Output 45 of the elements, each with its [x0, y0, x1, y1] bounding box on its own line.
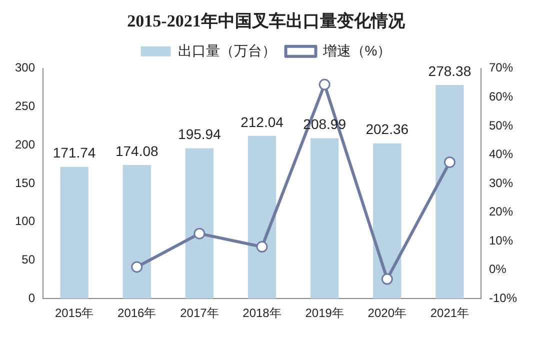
y2-tick-label: 20%: [488, 204, 514, 219]
bar: [60, 166, 88, 299]
bar: [436, 84, 464, 299]
point: [256, 241, 268, 253]
y2-tick-label: 50%: [488, 118, 514, 132]
y-tick-label: 200: [14, 137, 36, 152]
legend-label: 出口量（万台）: [178, 42, 276, 58]
chart-title: 2015-2021年中国叉车出口量变化情况: [127, 12, 406, 31]
y2-tick-label: 40%: [488, 147, 514, 162]
x-tick-label: 2021年: [430, 306, 470, 320]
x-tick-label: 2015年: [54, 306, 94, 320]
bar: [122, 165, 151, 299]
data-label: 278.38: [428, 62, 472, 79]
point: [381, 273, 393, 285]
data-label: 212.04: [240, 114, 284, 130]
data-label: 202.36: [366, 121, 409, 138]
y2-tick-label: 70%: [488, 60, 514, 75]
data-label: 174.08: [115, 142, 158, 159]
y-tick-label: 300: [14, 60, 36, 75]
y2-tick-label: 10%: [488, 233, 514, 248]
x-tick-label: 2020年: [368, 306, 406, 320]
y-tick-label: 0: [28, 290, 36, 305]
x-tick-label: 2018年: [242, 306, 282, 320]
y-tick-label: 250: [14, 99, 36, 114]
point: [444, 156, 456, 168]
y2-tick-label: 60%: [488, 89, 514, 104]
point: [318, 78, 330, 90]
y2-tick-label: 0%: [488, 262, 507, 276]
y2-tick-label: 30%: [488, 176, 514, 190]
bar: [373, 143, 402, 299]
x-tick-label: 2016年: [118, 306, 156, 320]
y-tick-label: 100: [14, 214, 36, 228]
point: [194, 228, 206, 240]
x-tick-label: 2017年: [180, 306, 219, 320]
data-label: 171.74: [52, 144, 96, 161]
bar: [310, 138, 339, 299]
y-tick-label: 150: [14, 176, 36, 190]
y-tick-label: 50: [22, 252, 36, 267]
x-tick-label: 2019年: [305, 306, 344, 320]
bar: [248, 136, 276, 299]
bar: [185, 148, 214, 299]
legend-label: 增速（%）: [322, 42, 392, 58]
data-label: 195.94: [178, 126, 222, 142]
y2-tick-label: -10%: [488, 290, 518, 305]
point: [131, 261, 143, 273]
